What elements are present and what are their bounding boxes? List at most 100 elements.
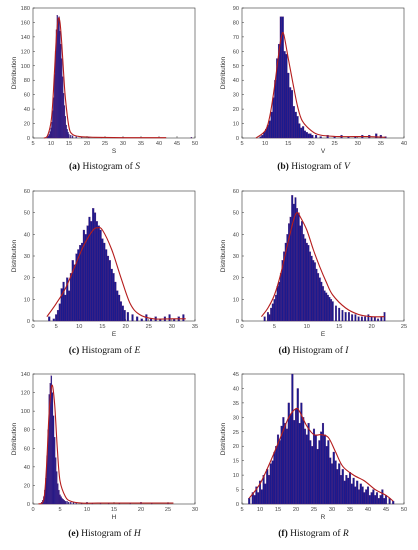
histogram-bar: [55, 457, 57, 505]
y-tick-label: 120: [21, 49, 30, 55]
fit-curve: [43, 17, 167, 139]
histogram-bar: [81, 137, 83, 139]
caption-letter: (f): [278, 529, 288, 539]
histogram-bar: [112, 273, 115, 322]
histogram-bar: [62, 499, 64, 505]
histogram-bar: [307, 422, 310, 505]
x-tick-label: 45: [383, 507, 389, 513]
histogram-bar: [67, 132, 69, 139]
histogram-bar: [319, 136, 322, 139]
histogram-bar: [347, 477, 350, 505]
histogram-bar: [317, 273, 320, 322]
y-tick-label: 120: [21, 391, 30, 397]
x-tick-label: 15: [285, 141, 291, 147]
chart-svg-a: 5 10 15 20 25 30 35 40 45 50 0 20 40 60 80 100 120 140 160…: [11, 6, 198, 155]
chart-svg-e: 0 5 10 15 20 25 30 0 20 40 60 80 100 120 140 H Distribut…: [11, 372, 198, 521]
histogram-bar: [372, 489, 375, 505]
caption-variable: H: [133, 529, 141, 539]
histogram-bar: [322, 286, 324, 322]
y-tick-label: 40: [233, 386, 239, 392]
x-tick-label: 30: [192, 507, 198, 513]
histogram-bar: [357, 489, 361, 505]
y-tick-label: 5: [236, 488, 239, 494]
histogram-bar: [68, 290, 71, 322]
y-axis-label: Distribution: [220, 56, 227, 89]
histogram-panel-c: 0 5 10 15 20 25 30 35 0 10 20 30 40 50 60 E Distribution…: [0, 183, 209, 366]
histogram-bar: [299, 225, 302, 322]
histogram-panel-f: 5 10 15 20 25 30 35 40 45 50 0 5 10 15 20 25 30 35 40 45 R Di…: [209, 366, 418, 549]
histogram-bar: [287, 72, 290, 139]
histogram-bar: [52, 318, 55, 322]
histogram-bar: [375, 492, 379, 505]
histogram-bar: [52, 110, 54, 139]
histogram-bar: [309, 133, 312, 139]
histogram-bar: [384, 495, 388, 505]
x-tick-label: 25: [331, 141, 337, 147]
histogram-bar: [60, 496, 62, 505]
histogram-bar: [325, 446, 328, 505]
histogram-bar: [289, 414, 292, 505]
histogram-bar: [105, 249, 108, 322]
y-tick-label: 50: [233, 211, 239, 217]
histogram-bar: [303, 130, 306, 139]
x-axis-label: E: [112, 331, 117, 338]
x-tick-label: 20: [308, 141, 314, 147]
histogram-bar: [121, 305, 124, 322]
x-tick-label: 0: [240, 324, 243, 330]
x-axis-label: S: [112, 148, 117, 155]
y-tick-label: 60: [233, 49, 239, 55]
histogram-bar: [57, 483, 59, 505]
y-tick-label: 0: [236, 319, 239, 325]
chart-svg-b: 5 10 15 20 25 30 35 40 0 10 20 30 40 50 60 70 80 90 V Distr…: [220, 6, 407, 155]
x-tick-label: 5: [58, 507, 61, 513]
histogram-bar: [56, 471, 58, 505]
caption-f: (f) Histogram of R: [209, 529, 418, 539]
histogram-bar: [336, 469, 339, 505]
histogram-bar: [377, 318, 380, 322]
histogram-bar: [73, 264, 76, 322]
histogram-bar: [330, 299, 333, 322]
x-axis-label: E: [321, 331, 326, 338]
y-tick-label: 180: [21, 6, 30, 12]
histogram-bar: [302, 234, 305, 322]
histogram-bar: [341, 310, 344, 322]
x-tick-label: 0: [31, 507, 34, 513]
histogram-bar: [72, 135, 74, 139]
histogram-bar: [276, 286, 279, 322]
y-tick-label: 60: [233, 189, 239, 195]
histogram-bar: [311, 134, 314, 139]
x-tick-label: 5: [240, 141, 243, 147]
histogram-bar: [357, 316, 360, 322]
histogram-bar: [361, 486, 364, 505]
y-tick-label: 80: [24, 428, 30, 434]
histogram-bar: [266, 312, 269, 322]
histogram-bar: [263, 316, 266, 322]
histogram-bar: [298, 123, 301, 139]
y-tick-label: 60: [24, 446, 30, 452]
caption-c: (c) Histogram of E: [0, 346, 209, 356]
histogram-bar: [325, 292, 328, 322]
caption-text: Histogram of: [292, 346, 343, 356]
histogram-bar: [50, 127, 52, 139]
x-tick-label: 15: [275, 507, 281, 513]
histogram-bar: [65, 124, 67, 139]
y-tick-label: 50: [24, 211, 30, 217]
x-axis-label: V: [321, 148, 326, 155]
fit-curve: [248, 407, 394, 502]
histogram-bar: [334, 460, 337, 505]
x-tick-label: 10: [84, 507, 90, 513]
y-tick-label: 10: [233, 297, 239, 303]
x-tick-label: 10: [48, 141, 54, 147]
x-tick-label: 40: [401, 141, 407, 147]
x-tick-label: 5: [31, 141, 34, 147]
histogram-panel-a: 5 10 15 20 25 30 35 40 45 50 0 20 40 60 80 100 120 140 160…: [0, 0, 209, 183]
histogram-panel-b: 5 10 15 20 25 30 35 40 0 10 20 30 40 50 60 70 80 90 V Distr…: [209, 0, 418, 183]
histogram-bar: [350, 483, 353, 505]
y-tick-label: 20: [233, 276, 239, 282]
histogram-bar: [343, 480, 346, 505]
x-tick-label: 40: [156, 141, 162, 147]
histogram-bar: [58, 16, 60, 139]
histogram-bar: [62, 281, 65, 322]
histogram-bar: [64, 294, 67, 322]
fit-curve: [38, 384, 174, 505]
